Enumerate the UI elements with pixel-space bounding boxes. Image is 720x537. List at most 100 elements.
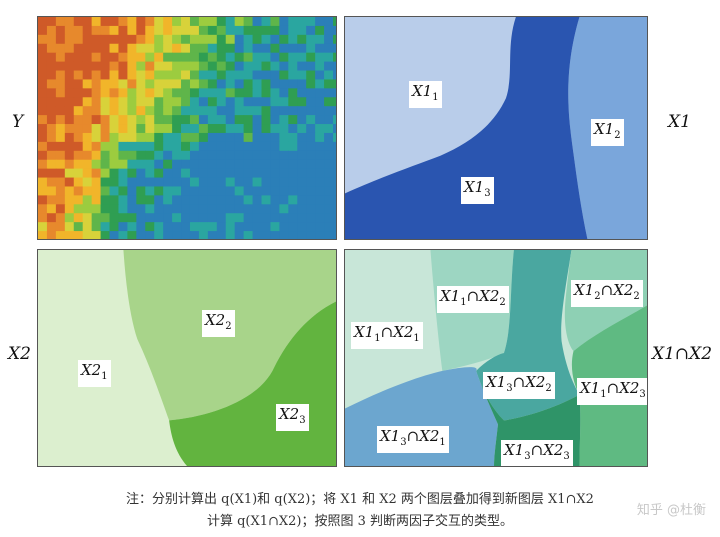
mosaic-cell bbox=[261, 132, 272, 143]
mosaic-cell bbox=[172, 177, 182, 188]
mosaic-cell bbox=[91, 168, 102, 179]
mosaic-cell bbox=[315, 124, 325, 134]
mosaic-cell bbox=[181, 61, 191, 72]
mosaic-cell bbox=[73, 213, 84, 223]
mosaic-cell bbox=[154, 150, 164, 161]
mosaic-cell bbox=[91, 231, 102, 239]
mosaic-cell bbox=[324, 213, 334, 223]
mosaic-cell bbox=[198, 186, 209, 196]
mosaic-cell bbox=[216, 168, 227, 179]
mosaic-cell bbox=[315, 61, 325, 72]
mosaic-cell bbox=[279, 231, 289, 239]
mosaic-cell bbox=[324, 195, 334, 205]
mosaic-cell bbox=[109, 150, 120, 161]
mosaic-cell bbox=[333, 204, 336, 214]
mosaic-cell bbox=[172, 115, 182, 125]
mosaic-cell bbox=[207, 97, 218, 107]
mosaic-cell bbox=[82, 159, 93, 170]
mosaic-cell bbox=[279, 177, 289, 188]
mosaic-cell bbox=[127, 17, 137, 27]
mosaic-cell bbox=[261, 52, 272, 63]
mosaic-cell bbox=[324, 61, 334, 72]
mosaic-cell bbox=[91, 177, 102, 188]
mosaic-cell bbox=[207, 106, 218, 116]
mosaic-cell bbox=[333, 231, 336, 239]
mosaic-cell bbox=[297, 186, 307, 196]
mosaic-cell bbox=[189, 115, 200, 125]
mosaic-cell bbox=[225, 159, 236, 170]
mosaic-cell bbox=[73, 52, 84, 63]
mosaic-cell bbox=[38, 186, 48, 196]
mosaic-cell bbox=[261, 213, 272, 223]
mosaic-cell bbox=[109, 195, 120, 205]
mosaic-cell bbox=[172, 231, 182, 239]
mosaic-cell bbox=[225, 25, 236, 36]
mosaic-cell bbox=[91, 186, 102, 196]
mosaic-cell bbox=[225, 52, 236, 63]
mosaic-cell bbox=[38, 34, 48, 45]
mosaic-cell bbox=[333, 159, 336, 170]
mosaic-cell bbox=[243, 52, 254, 63]
mosaic-cell bbox=[279, 222, 289, 232]
mosaic-cell bbox=[225, 17, 236, 27]
mosaic-cell bbox=[109, 61, 120, 72]
mosaic-cell bbox=[288, 231, 298, 239]
mosaic-cell bbox=[225, 115, 236, 125]
mosaic-cell bbox=[297, 159, 307, 170]
mosaic-cell bbox=[73, 168, 84, 179]
mosaic-cell bbox=[261, 115, 272, 125]
mosaic-cell bbox=[261, 106, 272, 116]
mosaic-cell bbox=[55, 97, 66, 107]
mosaic-cell bbox=[145, 70, 155, 81]
mosaic-cell bbox=[306, 177, 316, 188]
mosaic-cell bbox=[136, 124, 146, 134]
mosaic-cell bbox=[189, 97, 200, 107]
mosaic-cell bbox=[261, 88, 272, 98]
mosaic-cell bbox=[109, 52, 120, 63]
mosaic-cell bbox=[288, 34, 298, 45]
mosaic-cell bbox=[315, 115, 325, 125]
mosaic-cell bbox=[91, 159, 102, 170]
mosaic-cell bbox=[243, 106, 254, 116]
mosaic-cell bbox=[198, 204, 209, 214]
mosaic-cell bbox=[172, 168, 182, 179]
mosaic-cell bbox=[270, 52, 280, 63]
mosaic-cell bbox=[297, 204, 307, 214]
mosaic-cell bbox=[55, 115, 66, 125]
mosaic-cell bbox=[91, 124, 102, 134]
x2-zone-3-label: X23 bbox=[276, 404, 309, 431]
mosaic-cell bbox=[46, 43, 57, 54]
mosaic-cell bbox=[145, 132, 155, 143]
mosaic-cell bbox=[172, 25, 182, 36]
mosaic-cell bbox=[91, 132, 102, 143]
mosaic-cell bbox=[145, 115, 155, 125]
mosaic-cell bbox=[136, 213, 146, 223]
mosaic-cell bbox=[91, 88, 102, 98]
mosaic-cell bbox=[279, 106, 289, 116]
mosaic-cell bbox=[172, 52, 182, 63]
mosaic-cell bbox=[189, 213, 200, 223]
mosaic-cell bbox=[109, 159, 120, 170]
mosaic-cell bbox=[216, 52, 227, 63]
mosaic-cell bbox=[261, 186, 272, 196]
mosaic-cell bbox=[297, 124, 307, 134]
mosaic-cell bbox=[82, 168, 93, 179]
mosaic-cell bbox=[172, 132, 182, 143]
mosaic-cell bbox=[109, 25, 120, 36]
mosaic-cell bbox=[315, 204, 325, 214]
mosaic-cell bbox=[252, 186, 263, 196]
mosaic-cell bbox=[73, 17, 84, 27]
mosaic-cell bbox=[181, 150, 191, 161]
mosaic-cell bbox=[207, 213, 218, 223]
y-label: Y bbox=[12, 112, 24, 132]
mosaic-cell bbox=[207, 186, 218, 196]
mosaic-cell bbox=[279, 88, 289, 98]
mosaic-cell bbox=[189, 132, 200, 143]
mosaic-cell bbox=[288, 141, 298, 152]
mosaic-cell bbox=[243, 17, 254, 27]
mosaic-cell bbox=[38, 70, 48, 81]
x1-zone-2-label: X12 bbox=[591, 119, 624, 146]
mosaic-cell bbox=[172, 204, 182, 214]
mosaic-cell bbox=[225, 34, 236, 45]
mosaic-cell bbox=[333, 52, 336, 63]
